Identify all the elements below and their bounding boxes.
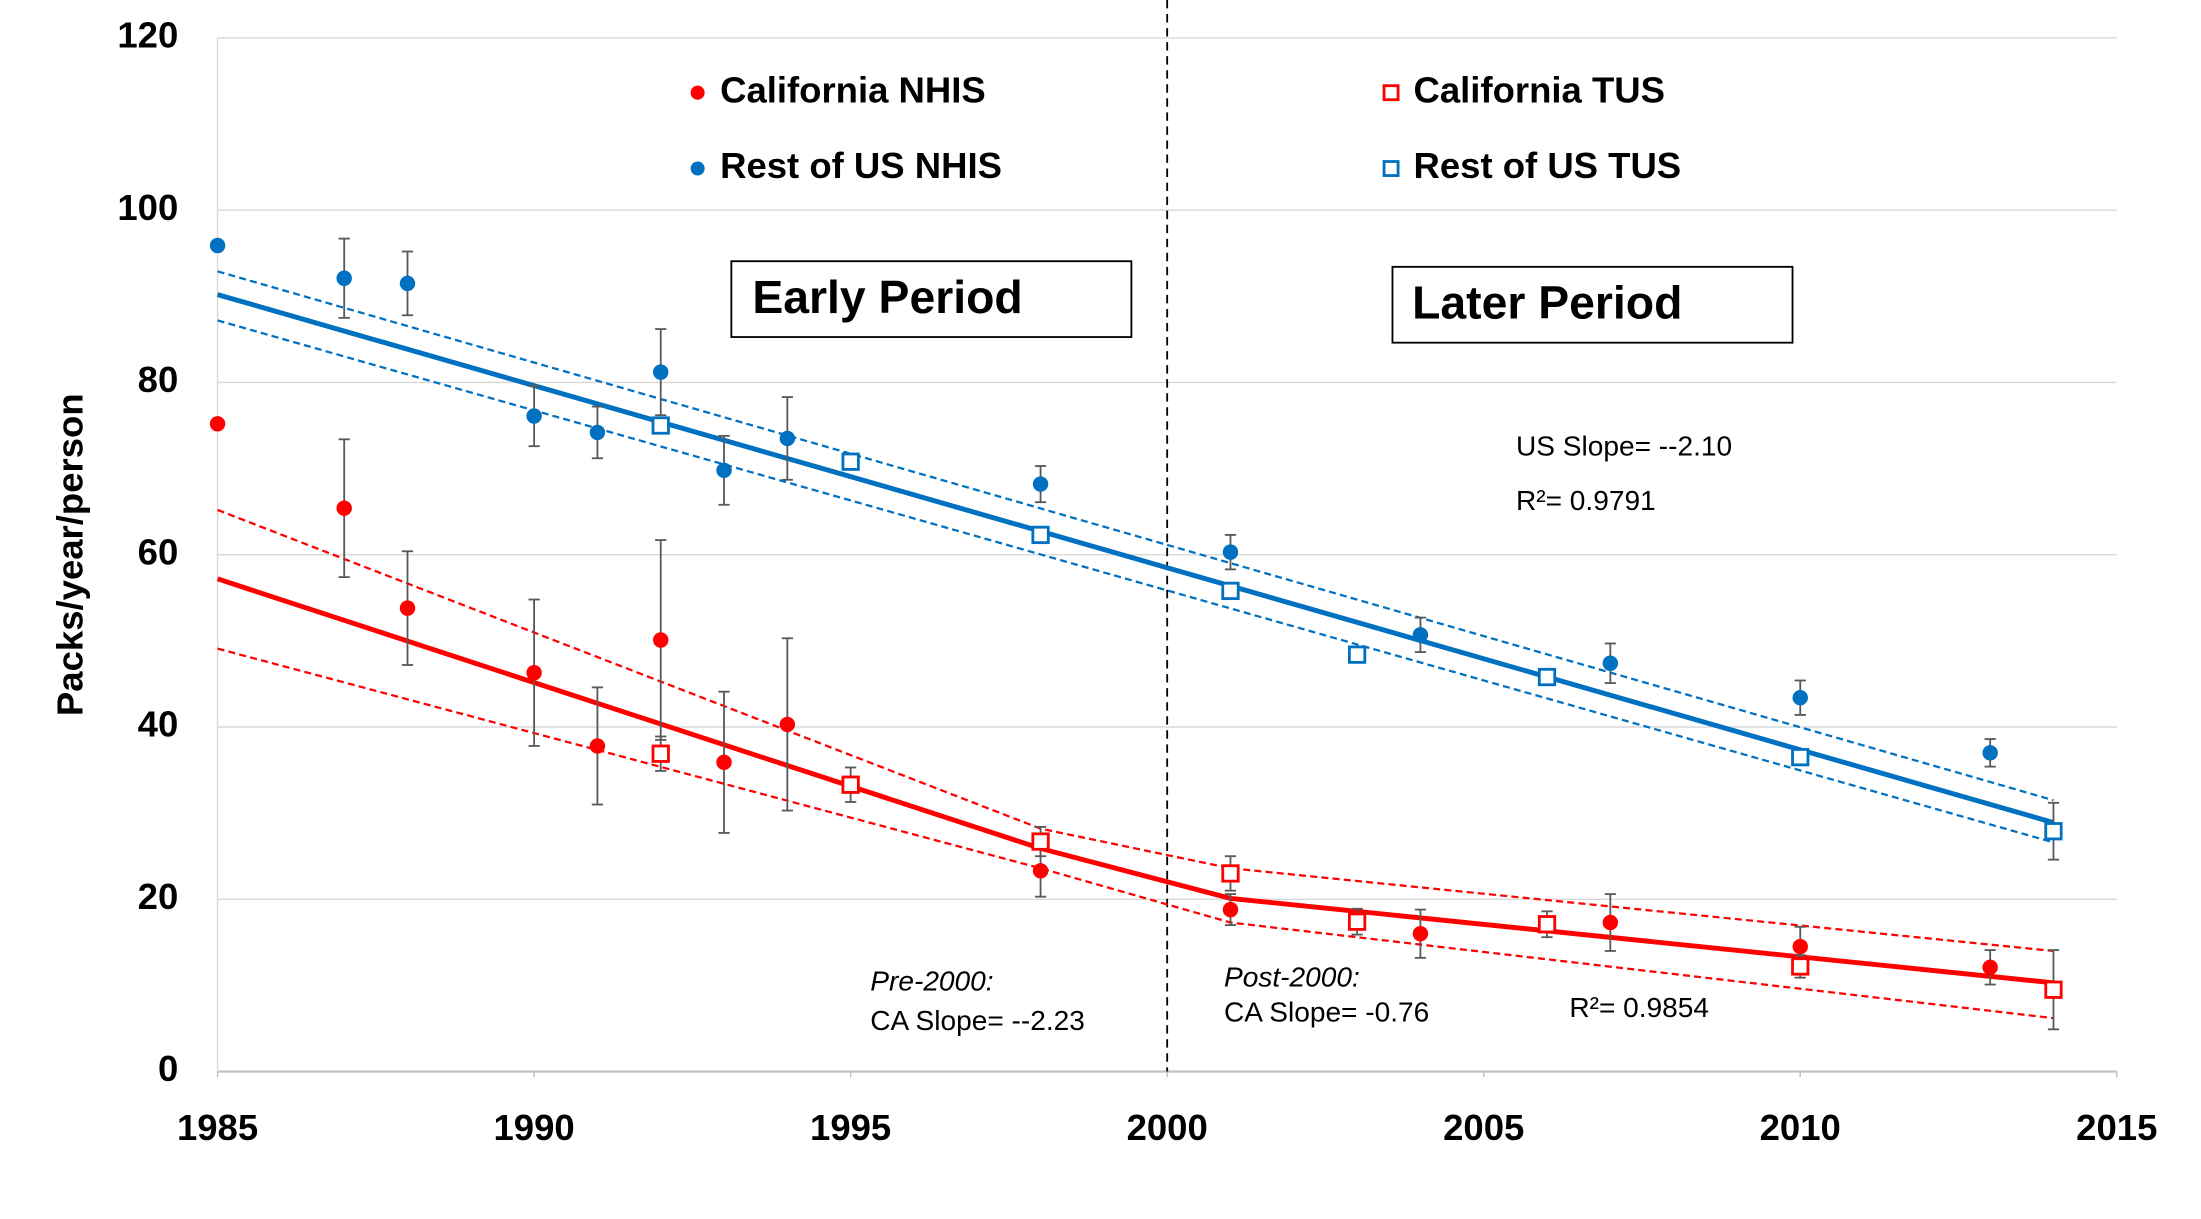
legend-marker — [690, 85, 705, 100]
x-tick-label: 1990 — [494, 1107, 575, 1148]
data-point — [2044, 980, 2063, 999]
confidence-line — [217, 270, 2054, 802]
data-point — [1347, 912, 1367, 931]
annotation: Post-2000: — [1224, 961, 1360, 992]
x-tick-label: 2000 — [1127, 1107, 1208, 1148]
data-point — [526, 408, 542, 424]
annotation: R²= 0.9791 — [1516, 485, 1656, 516]
data-point — [1982, 745, 1998, 761]
data-point — [336, 270, 352, 286]
confidence-line — [217, 319, 2054, 844]
data-point — [653, 632, 669, 648]
data-point — [589, 424, 606, 441]
y-tick-label: 100 — [117, 187, 178, 228]
annotation: CA Slope= -0.76 — [1224, 996, 1429, 1027]
legend-label: Rest of US TUS — [1414, 145, 1682, 186]
data-point — [1602, 655, 1619, 671]
data-point — [841, 452, 860, 471]
data-point — [526, 665, 542, 681]
x-tick-label: 2010 — [1760, 1107, 1841, 1148]
data-point — [779, 430, 796, 447]
annotation-box — [730, 260, 1133, 338]
data-point — [1537, 667, 1557, 687]
legend-label: Rest of US NHIS — [720, 145, 1002, 186]
data-point — [1412, 925, 1429, 942]
y-tick-label: 20 — [138, 876, 179, 917]
data-point — [2044, 822, 2063, 841]
legend-marker — [1382, 160, 1400, 177]
legend-label: California TUS — [1414, 69, 1665, 110]
data-point — [1031, 832, 1050, 851]
data-point — [651, 744, 670, 763]
annotation-box — [1391, 265, 1794, 344]
data-point — [716, 462, 732, 479]
y-tick-label: 40 — [138, 704, 179, 745]
data-point — [1791, 957, 1810, 976]
y-tick-label: 80 — [138, 359, 179, 400]
annotation: US Slope= --2.10 — [1516, 430, 1732, 461]
data-point — [1412, 627, 1429, 643]
trend-line — [216, 576, 2054, 986]
data-point — [716, 754, 732, 771]
x-tick-label: 1995 — [810, 1107, 891, 1148]
annotation: Later Period — [1412, 276, 1682, 328]
data-point — [1222, 901, 1239, 918]
data-point — [1791, 748, 1810, 767]
y-tick-label: 120 — [117, 15, 178, 56]
data-point — [653, 364, 669, 380]
legend-marker — [690, 161, 705, 176]
annotation: Pre-2000: — [870, 965, 993, 996]
data-point — [1032, 863, 1049, 879]
data-point — [1792, 938, 1808, 955]
data-point — [209, 416, 226, 432]
legend-marker — [1382, 84, 1400, 102]
data-point — [841, 775, 860, 794]
legend-label: California NHIS — [720, 69, 986, 110]
x-tick-label: 2015 — [2076, 1107, 2157, 1148]
confidence-line — [217, 508, 2054, 953]
data-point — [1792, 689, 1808, 706]
data-point — [1031, 525, 1050, 545]
data-point — [1032, 476, 1049, 492]
data-point — [779, 716, 796, 733]
data-point — [399, 600, 416, 616]
annotation: Early Period — [752, 271, 1022, 323]
data-point — [651, 416, 670, 435]
data-point — [1222, 544, 1239, 560]
y-axis-label: Packs/year/person — [50, 393, 91, 716]
trend-line — [216, 292, 2055, 825]
annotation: CA Slope= --2.23 — [870, 1005, 1085, 1036]
y-tick-label: 60 — [138, 531, 179, 572]
data-point — [1982, 959, 1998, 976]
data-point — [1221, 864, 1240, 883]
y-tick-label: 0 — [158, 1048, 178, 1089]
x-tick-label: 2005 — [1443, 1107, 1524, 1148]
data-point — [589, 738, 606, 754]
data-point — [1537, 915, 1557, 934]
data-point — [1347, 645, 1367, 664]
confidence-line — [217, 647, 2054, 1020]
data-point — [1602, 914, 1619, 931]
data-point — [399, 275, 416, 292]
data-point — [336, 500, 352, 516]
data-point — [1221, 581, 1240, 601]
x-tick-label: 1985 — [177, 1107, 258, 1148]
annotation: R²= 0.9854 — [1569, 992, 1709, 1023]
data-point — [209, 237, 226, 254]
